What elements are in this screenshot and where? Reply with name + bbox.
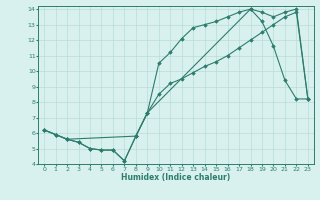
X-axis label: Humidex (Indice chaleur): Humidex (Indice chaleur) bbox=[121, 173, 231, 182]
